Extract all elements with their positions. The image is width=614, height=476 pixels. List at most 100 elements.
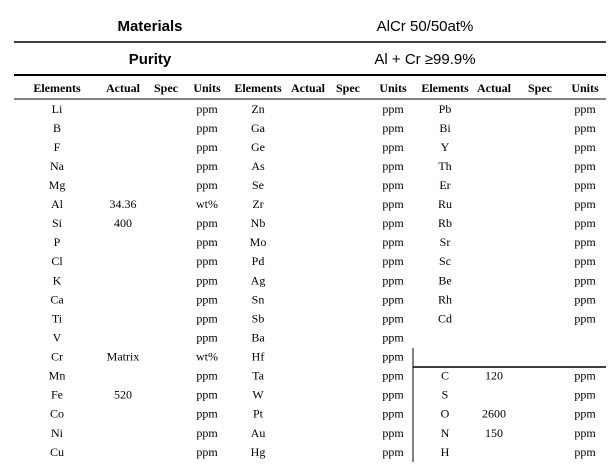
element-cell: Cl [51, 254, 63, 268]
element-cell: Mo [250, 235, 267, 249]
element-cell: Ti [52, 311, 63, 325]
element-cell: Ge [251, 140, 265, 154]
element-cell: O [441, 407, 450, 421]
element-cell: Si [52, 216, 63, 230]
column-header: Actual [477, 81, 512, 95]
element-cell: Ga [251, 121, 266, 135]
element-cell: Sc [439, 254, 451, 268]
element-cell: Th [438, 159, 451, 173]
element-cell: P [54, 235, 61, 249]
column-header: Units [571, 81, 599, 95]
actual-cell: 150 [485, 426, 503, 440]
materials-value: AlCr 50/50at% [377, 18, 474, 35]
element-cell: Na [50, 159, 65, 173]
column-header: Spec [336, 81, 361, 95]
units-cell: ppm [382, 121, 404, 135]
element-cell: Y [441, 140, 450, 154]
element-cell: V [53, 330, 62, 344]
element-cell: Pb [439, 102, 452, 116]
column-header: Actual [106, 81, 141, 95]
column-header: Elements [33, 81, 81, 95]
units-cell: ppm [382, 140, 404, 154]
element-cell: Fe [51, 388, 63, 402]
element-cell: Ni [51, 426, 64, 440]
element-cell: Zn [251, 102, 264, 116]
units-cell: wt% [196, 350, 218, 364]
column-header: Spec [154, 81, 179, 95]
element-cell: Li [52, 102, 63, 116]
element-cell: Zr [252, 197, 263, 211]
column-header: Units [379, 81, 407, 95]
element-cell: W [252, 388, 264, 402]
units-cell: ppm [196, 254, 218, 268]
units-cell: ppm [382, 197, 404, 211]
units-cell: ppm [382, 330, 404, 344]
actual-cell: Matrix [107, 350, 140, 364]
units-cell: ppm [574, 426, 596, 440]
element-cell: F [54, 140, 61, 154]
element-cell: Rb [438, 216, 452, 230]
element-cell: Ta [252, 369, 264, 383]
units-cell: ppm [574, 292, 596, 306]
actual-cell: 400 [114, 216, 132, 230]
units-cell: wt% [196, 197, 218, 211]
units-cell: ppm [574, 369, 596, 383]
units-cell: ppm [382, 178, 404, 192]
column-header: Units [193, 81, 221, 95]
element-cell: Hf [252, 350, 265, 364]
element-cell: Al [51, 197, 64, 211]
element-cell: Sr [440, 235, 451, 249]
units-cell: ppm [574, 445, 596, 459]
element-cell: Ba [251, 330, 265, 344]
element-cell: Sb [252, 311, 265, 325]
units-cell: ppm [196, 388, 218, 402]
units-cell: ppm [382, 254, 404, 268]
units-cell: ppm [382, 102, 404, 116]
units-cell: ppm [196, 330, 218, 344]
element-cell: As [251, 159, 265, 173]
element-cell: N [441, 426, 450, 440]
units-cell: ppm [382, 159, 404, 173]
actual-cell: 34.36 [110, 197, 137, 211]
units-cell: ppm [382, 292, 404, 306]
units-cell: ppm [574, 216, 596, 230]
element-cell: Rh [438, 292, 452, 306]
units-cell: ppm [382, 311, 404, 325]
units-cell: ppm [196, 292, 218, 306]
element-cell: Mn [49, 369, 66, 383]
units-cell: ppm [382, 426, 404, 440]
units-cell: ppm [382, 407, 404, 421]
units-cell: ppm [196, 273, 218, 287]
units-cell: ppm [382, 216, 404, 230]
units-cell: ppm [574, 407, 596, 421]
units-cell: ppm [196, 121, 218, 135]
column-header: Spec [528, 81, 553, 95]
element-cell: Er [439, 178, 450, 192]
element-cell: Cu [50, 445, 64, 459]
element-cell: Bi [439, 121, 451, 135]
units-cell: ppm [382, 445, 404, 459]
units-cell: ppm [196, 140, 218, 154]
units-cell: ppm [196, 445, 218, 459]
element-cell: H [441, 445, 450, 459]
units-cell: ppm [196, 426, 218, 440]
units-cell: ppm [574, 159, 596, 173]
element-cell: Pd [252, 254, 265, 268]
element-cell: Nb [251, 216, 266, 230]
units-cell: ppm [574, 273, 596, 287]
units-cell: ppm [196, 159, 218, 173]
column-header: Elements [234, 81, 282, 95]
column-header: Actual [291, 81, 326, 95]
units-cell: ppm [574, 197, 596, 211]
units-cell: ppm [574, 102, 596, 116]
units-cell: ppm [196, 216, 218, 230]
units-cell: ppm [574, 121, 596, 135]
units-cell: ppm [196, 178, 218, 192]
element-cell: Ca [50, 292, 64, 306]
element-cell: Mg [49, 178, 66, 192]
element-cell: Pt [253, 407, 264, 421]
units-cell: ppm [574, 254, 596, 268]
units-cell: ppm [196, 102, 218, 116]
element-cell: Ag [251, 273, 266, 287]
